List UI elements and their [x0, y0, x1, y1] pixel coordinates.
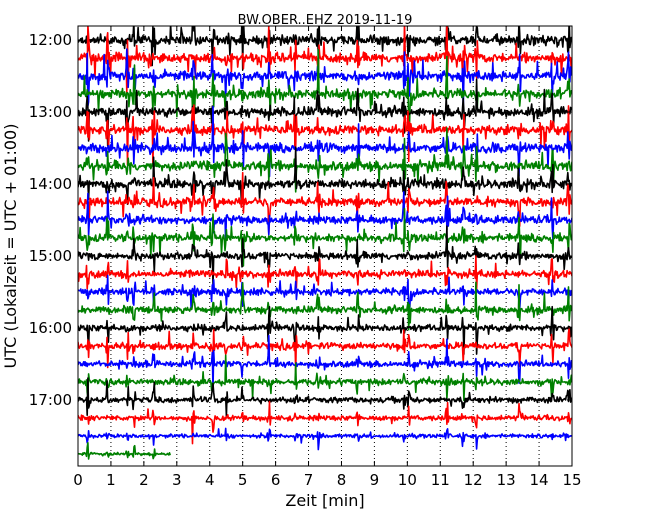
- x-tick-label: 0: [73, 471, 83, 489]
- seismic-trace: [78, 127, 572, 194]
- x-axis-ticks: 0 1 2 3 4 5 6 7 8 9 10 11 12 13 14 15: [73, 26, 582, 489]
- x-tick-label: 5: [238, 471, 248, 489]
- seismic-trace: [78, 104, 572, 166]
- seismic-trace: [78, 207, 572, 267]
- x-tick-label: 3: [172, 471, 182, 489]
- seismic-trace: [78, 400, 572, 445]
- seismic-trace: [78, 442, 171, 460]
- y-tick-label: 15:00: [29, 247, 72, 265]
- seismic-trace: [78, 190, 572, 244]
- x-tick-label: 8: [337, 471, 347, 489]
- x-tick-label: 7: [304, 471, 314, 489]
- y-tick-label: 14:00: [29, 175, 72, 193]
- plot-frame: [77, 25, 573, 467]
- seismic-trace: [78, 354, 572, 402]
- seismic-trace: [78, 78, 572, 149]
- y-tick-label: 17:00: [29, 391, 72, 409]
- seismic-trace: [78, 105, 572, 178]
- seismic-trace: [78, 427, 572, 451]
- x-tick-label: 9: [370, 471, 380, 489]
- x-tick-label: 1: [106, 471, 116, 489]
- seismic-traces: [78, 26, 572, 460]
- chart-title: BW.OBER..EHZ 2019-11-19: [238, 13, 413, 28]
- seismic-trace: [78, 255, 572, 290]
- seismic-trace: [78, 26, 572, 94]
- y-axis-ticks: 12:00 13:00 14:00 15:00 16:00 17:00: [29, 31, 572, 409]
- seismic-trace: [78, 171, 572, 235]
- x-tick-label: 12: [464, 471, 483, 489]
- seismic-trace: [78, 48, 572, 110]
- x-axis-label: Zeit [min]: [285, 491, 364, 510]
- seismic-trace: [78, 327, 572, 373]
- x-tick-label: 2: [139, 471, 149, 489]
- x-tick-label: 11: [431, 471, 450, 489]
- y-axis-label: UTC (Lokalzeit = UTC + 01:00): [1, 124, 20, 369]
- seismic-trace: [78, 225, 572, 287]
- x-tick-label: 15: [562, 471, 581, 489]
- seismic-trace: [78, 377, 572, 418]
- y-tick-label: 12:00: [29, 31, 72, 49]
- x-tick-label: 4: [205, 471, 215, 489]
- seismic-trace: [78, 305, 572, 355]
- x-tick-label: 6: [271, 471, 281, 489]
- seismic-trace: [78, 274, 572, 322]
- y-tick-label: 16:00: [29, 319, 72, 337]
- seismic-trace: [78, 281, 572, 331]
- y-tick-label: 13:00: [29, 103, 72, 121]
- x-tick-label: 10: [398, 471, 417, 489]
- seismic-trace: [78, 334, 572, 391]
- seismic-trace: [78, 26, 572, 71]
- x-tick-label: 13: [497, 471, 516, 489]
- seismic-trace: [78, 146, 572, 205]
- seismic-trace: [78, 49, 572, 133]
- x-tick-label: 14: [530, 471, 549, 489]
